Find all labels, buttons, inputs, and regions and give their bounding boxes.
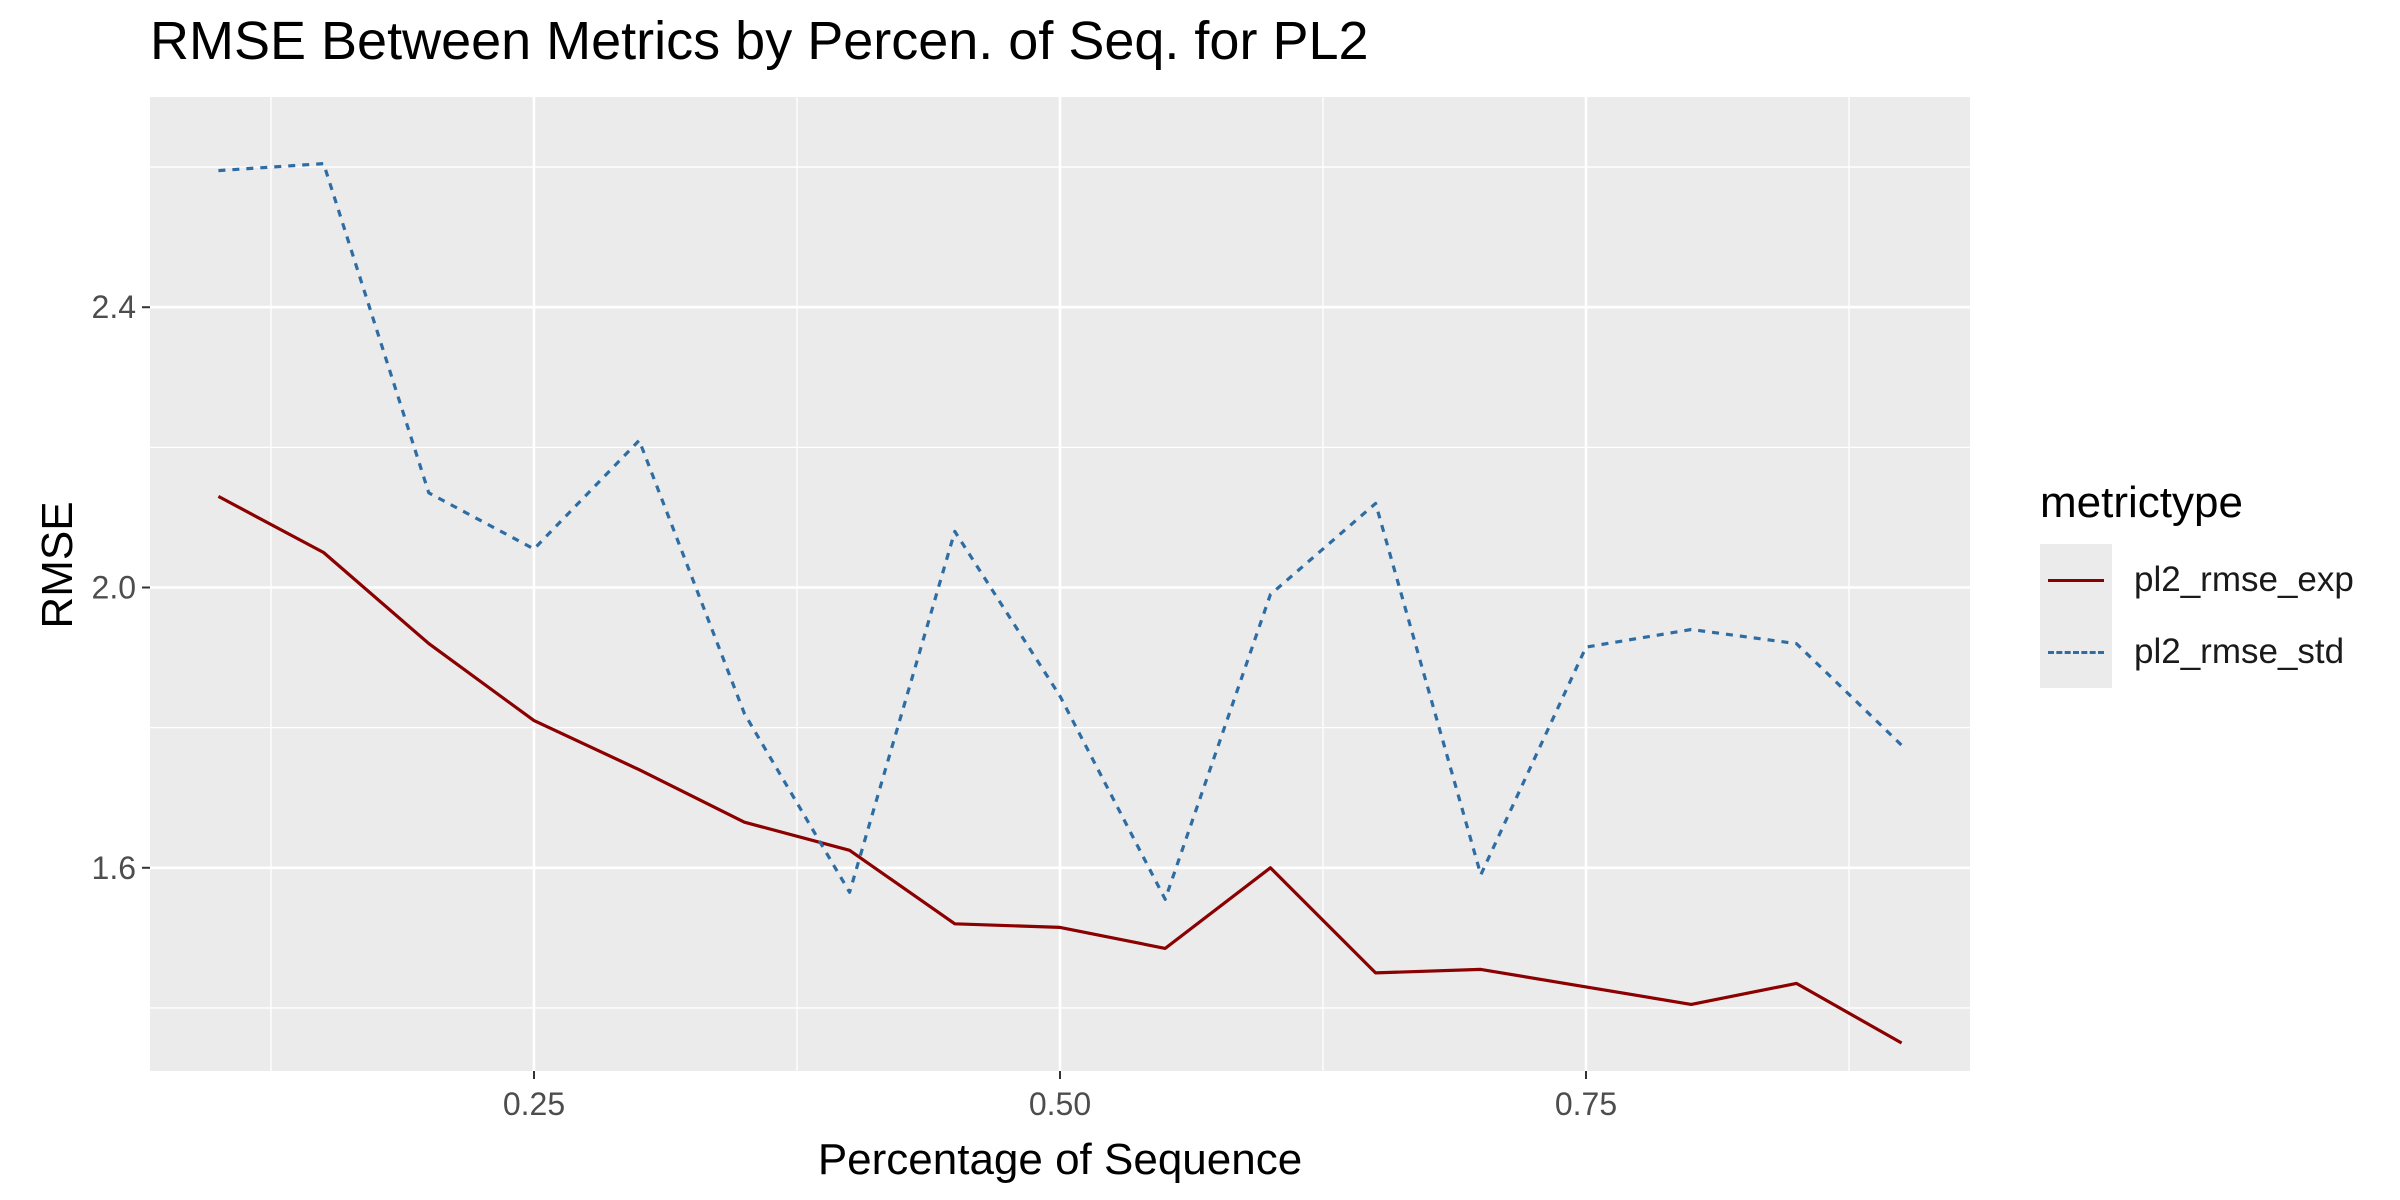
axis-ticks: 0.25 0.50 0.75 1.6 2.0 2.4: [92, 289, 1618, 1122]
series-line-pl2-rmse-exp: [217, 494, 1903, 1045]
legend-title: metrictype: [2040, 478, 2243, 527]
chart-title: RMSE Between Metrics by Percen. of Seq. …: [150, 11, 1369, 71]
data-point: [637, 768, 641, 772]
data-point: [216, 494, 220, 498]
data-point: [1058, 925, 1062, 929]
data-point: [1479, 873, 1483, 877]
x-tick-label: 0.75: [1555, 1086, 1617, 1122]
data-point: [1900, 743, 1904, 747]
major-gridlines: [150, 97, 1970, 1071]
data-point: [1374, 971, 1378, 975]
data-point: [1268, 593, 1272, 597]
data-point: [848, 890, 852, 894]
data-point: [1900, 1041, 1904, 1045]
data-point: [742, 712, 746, 716]
data-point: [322, 162, 326, 166]
data-point: [1058, 694, 1062, 698]
x-tick-label: 0.25: [503, 1086, 565, 1122]
legend: metrictype pl2_rmse_exp pl2_rmse_std: [2040, 478, 2354, 688]
data-point: [1794, 981, 1798, 985]
data-point: [637, 438, 641, 442]
data-point: [1584, 985, 1588, 989]
data-point: [1268, 866, 1272, 870]
data-point: [848, 848, 852, 852]
data-point: [1794, 642, 1798, 646]
data-point: [532, 719, 536, 723]
legend-line-solid: [2048, 579, 2104, 582]
data-point: [1584, 645, 1588, 649]
legend-item-pl2-rmse-exp: pl2_rmse_exp: [2040, 544, 2354, 616]
y-axis-label: RMSE: [33, 501, 82, 629]
y-tick-label: 2.4: [92, 289, 136, 325]
data-point: [216, 169, 220, 173]
data-point: [1479, 967, 1483, 971]
data-point: [532, 547, 536, 551]
data-point: [322, 550, 326, 554]
series-layer: [216, 162, 1904, 1045]
data-point: [742, 820, 746, 824]
y-tick-label: 1.6: [92, 850, 136, 886]
legend-label: pl2_rmse_exp: [2134, 560, 2354, 599]
data-point: [1374, 501, 1378, 505]
data-point: [953, 529, 957, 533]
x-tick-label: 0.50: [1029, 1086, 1091, 1122]
data-point: [1689, 628, 1693, 632]
legend-key-dashed: [2040, 616, 2112, 688]
legend-line-dashed: [2048, 651, 2104, 654]
data-point: [427, 642, 431, 646]
data-point: [1163, 946, 1167, 950]
legend-key-solid: [2040, 544, 2112, 616]
legend-label: pl2_rmse_std: [2134, 632, 2345, 671]
data-point: [953, 922, 957, 926]
data-point: [427, 491, 431, 495]
y-tick-label: 2.0: [92, 570, 136, 606]
legend-item-pl2-rmse-std: pl2_rmse_std: [2040, 616, 2354, 688]
data-point: [1163, 897, 1167, 901]
series-line-pl2-rmse-std: [218, 162, 1903, 901]
data-point: [1689, 1002, 1693, 1006]
x-axis-label: Percentage of Sequence: [817, 1135, 1303, 1184]
